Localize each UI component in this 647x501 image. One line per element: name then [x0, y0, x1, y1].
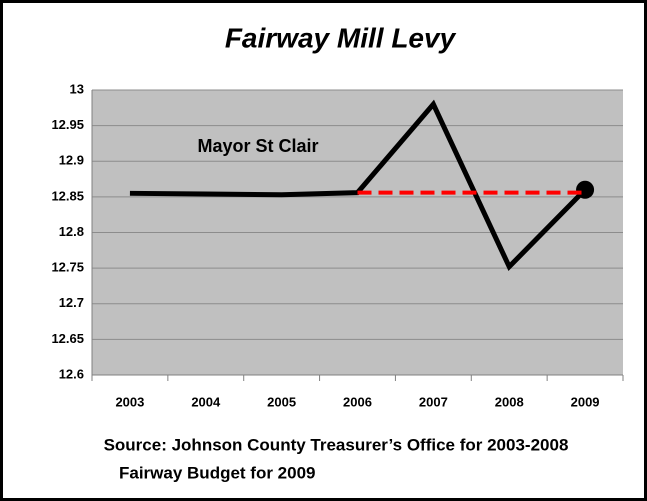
x-tick-label: 2004: [191, 394, 221, 409]
y-tick-label: 12.65: [51, 331, 84, 346]
y-tick-label: 13: [70, 81, 84, 96]
y-tick-label: 12.9: [59, 153, 84, 168]
y-tick-label: 12.85: [51, 188, 84, 203]
source-line: Source: Johnson County Treasurer’s Offic…: [104, 435, 569, 454]
source-line: Fairway Budget for 2009: [119, 463, 316, 482]
x-tick-label: 2007: [419, 394, 448, 409]
y-tick-label: 12.7: [59, 295, 84, 310]
y-tick-label: 12.95: [51, 117, 84, 132]
y-tick-label: 12.6: [59, 366, 84, 381]
y-tick-label: 12.8: [59, 224, 84, 239]
end-marker: [576, 180, 595, 199]
x-tick-label: 2006: [343, 394, 372, 409]
x-tick-label: 2003: [115, 394, 144, 409]
y-tick-label: 12.75: [51, 260, 84, 275]
chart-title: Fairway Mill Levy: [225, 22, 457, 53]
x-tick-label: 2008: [495, 394, 524, 409]
x-tick-label: 2005: [267, 394, 296, 409]
annotation: Mayor St Clair: [197, 136, 318, 156]
x-tick-label: 2009: [571, 394, 600, 409]
